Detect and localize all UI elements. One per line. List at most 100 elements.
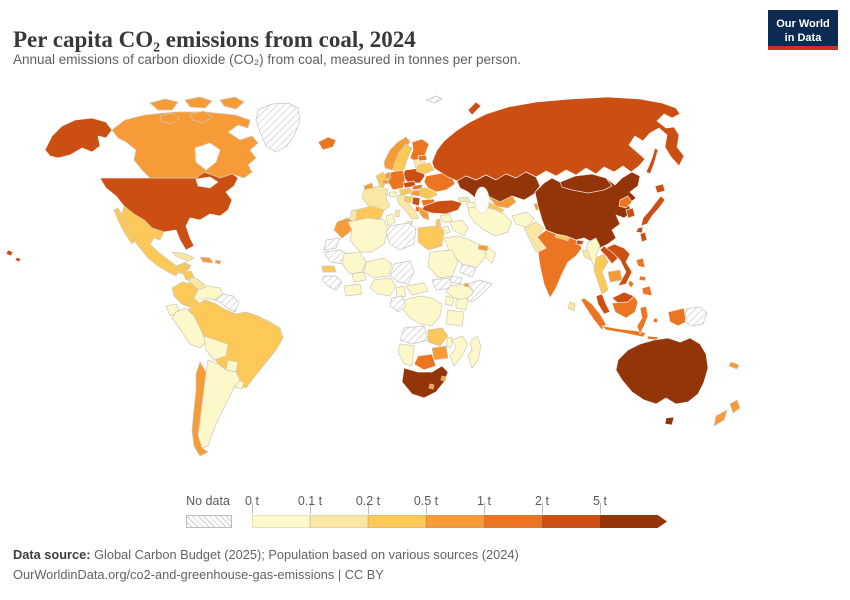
country-thailand[interactable]: [593, 253, 609, 295]
legend-color-segment[interactable]: [252, 515, 310, 528]
country-oman[interactable]: [484, 247, 497, 264]
legend-color-segment[interactable]: [600, 515, 667, 528]
country-netherlands[interactable]: [384, 171, 392, 180]
country-uganda[interactable]: [444, 295, 455, 307]
legend-color-segment[interactable]: [426, 515, 484, 528]
country-indonesia[interactable]: [580, 295, 687, 341]
country-mongolia[interactable]: [559, 173, 613, 194]
country-lesotho[interactable]: [428, 383, 435, 390]
country-croatia[interactable]: [403, 195, 414, 204]
country-egypt[interactable]: [417, 225, 445, 251]
country-iran[interactable]: [467, 205, 513, 237]
country-iceland[interactable]: [317, 136, 337, 151]
country-cambodia[interactable]: [607, 269, 623, 283]
country-jamaica[interactable]: [183, 263, 192, 269]
country-malaysia[interactable]: [595, 291, 635, 315]
country-chile[interactable]: [191, 361, 209, 457]
country-india[interactable]: [535, 229, 583, 299]
country-mozambique[interactable]: [449, 335, 469, 367]
country-south-africa[interactable]: [401, 365, 449, 399]
country-nigeria[interactable]: [369, 277, 397, 297]
country-belarus[interactable]: [415, 162, 435, 175]
country-belgium[interactable]: [381, 179, 390, 185]
country-taiwan[interactable]: [639, 231, 648, 243]
license-line[interactable]: OurWorldinData.org/co2-and-greenhouse-ga…: [13, 566, 384, 582]
country-australia[interactable]: [615, 337, 709, 426]
caspian-sea: [474, 186, 490, 214]
country-dominican-republic[interactable]: [199, 256, 214, 264]
country-namibia[interactable]: [397, 343, 415, 367]
country-drc[interactable]: [401, 295, 443, 327]
data-source-label: Data source:: [13, 547, 91, 562]
country-japan[interactable]: [635, 183, 666, 234]
country-ivory-coast-ghana[interactable]: [343, 283, 363, 297]
country-yemen[interactable]: [459, 263, 477, 278]
country-puerto-rico[interactable]: [214, 259, 222, 265]
country-eritrea[interactable]: [449, 275, 463, 285]
country-papua-new-guinea[interactable]: [684, 306, 708, 327]
country-svalbard[interactable]: [425, 95, 443, 104]
legend-color-segment[interactable]: [368, 515, 426, 528]
country-algeria[interactable]: [347, 217, 389, 253]
country-philippines[interactable]: [627, 257, 653, 297]
country-guyana-suriname[interactable]: [214, 293, 240, 313]
legend-color-segment[interactable]: [484, 515, 542, 528]
country-georgia[interactable]: [457, 196, 471, 203]
country-new-caledonia[interactable]: [728, 361, 740, 370]
country-cameroon[interactable]: [395, 285, 407, 299]
country-austria[interactable]: [398, 187, 413, 196]
country-djibouti[interactable]: [463, 282, 470, 288]
country-malawi[interactable]: [445, 336, 453, 349]
country-iraq[interactable]: [449, 219, 469, 237]
country-south-korea[interactable]: [625, 207, 636, 219]
country-switzerland[interactable]: [388, 191, 398, 198]
owid-logo[interactable]: Our World in Data: [768, 10, 838, 50]
country-greenland[interactable]: [255, 102, 301, 153]
country-france[interactable]: [361, 185, 391, 213]
legend-color-segment[interactable]: [310, 515, 368, 528]
country-mexico[interactable]: [113, 205, 191, 277]
country-botswana[interactable]: [413, 353, 437, 371]
country-afghanistan[interactable]: [511, 211, 535, 229]
country-zambia[interactable]: [427, 327, 449, 347]
country-western-sahara[interactable]: [323, 237, 341, 251]
country-guinea-group[interactable]: [321, 275, 343, 291]
country-congo-gabon[interactable]: [389, 295, 407, 313]
country-kenya[interactable]: [455, 297, 469, 311]
country-syria[interactable]: [439, 213, 453, 223]
country-sri-lanka[interactable]: [567, 301, 576, 312]
country-bhutan[interactable]: [575, 239, 585, 246]
country-angola[interactable]: [399, 325, 429, 345]
country-mali[interactable]: [341, 251, 367, 275]
country-peru[interactable]: [171, 307, 207, 349]
country-somalia[interactable]: [465, 279, 493, 303]
country-niger[interactable]: [363, 257, 393, 279]
country-central-african-republic[interactable]: [405, 282, 429, 296]
country-germany[interactable]: [387, 169, 406, 191]
country-zimbabwe[interactable]: [431, 345, 449, 361]
country-vietnam[interactable]: [605, 243, 633, 287]
country-estonia[interactable]: [417, 154, 428, 162]
country-eswatini[interactable]: [440, 375, 447, 382]
country-madagascar[interactable]: [467, 335, 482, 369]
country-tanzania[interactable]: [445, 309, 465, 327]
country-chad[interactable]: [389, 260, 415, 285]
countries-layer: [5, 95, 741, 457]
legend-tick-label: 5 t: [593, 494, 607, 508]
country-turkey[interactable]: [421, 199, 463, 215]
country-sudan[interactable]: [427, 249, 459, 279]
country-new-zealand[interactable]: [713, 399, 741, 427]
country-senegal[interactable]: [321, 265, 337, 273]
country-russia[interactable]: [431, 96, 685, 182]
legend-no-data-swatch[interactable]: [186, 515, 232, 528]
legend-color-segment[interactable]: [542, 515, 600, 528]
country-burkina-faso[interactable]: [351, 271, 367, 283]
country-tunisia[interactable]: [385, 213, 396, 227]
country-north-korea[interactable]: [618, 195, 633, 209]
country-serbia-bosnia[interactable]: [411, 196, 421, 207]
country-libya[interactable]: [385, 222, 417, 251]
country-bolivia[interactable]: [203, 335, 229, 361]
country-cuba[interactable]: [171, 251, 195, 262]
hudson-bay: [194, 142, 221, 171]
country-canada[interactable]: [111, 96, 259, 179]
